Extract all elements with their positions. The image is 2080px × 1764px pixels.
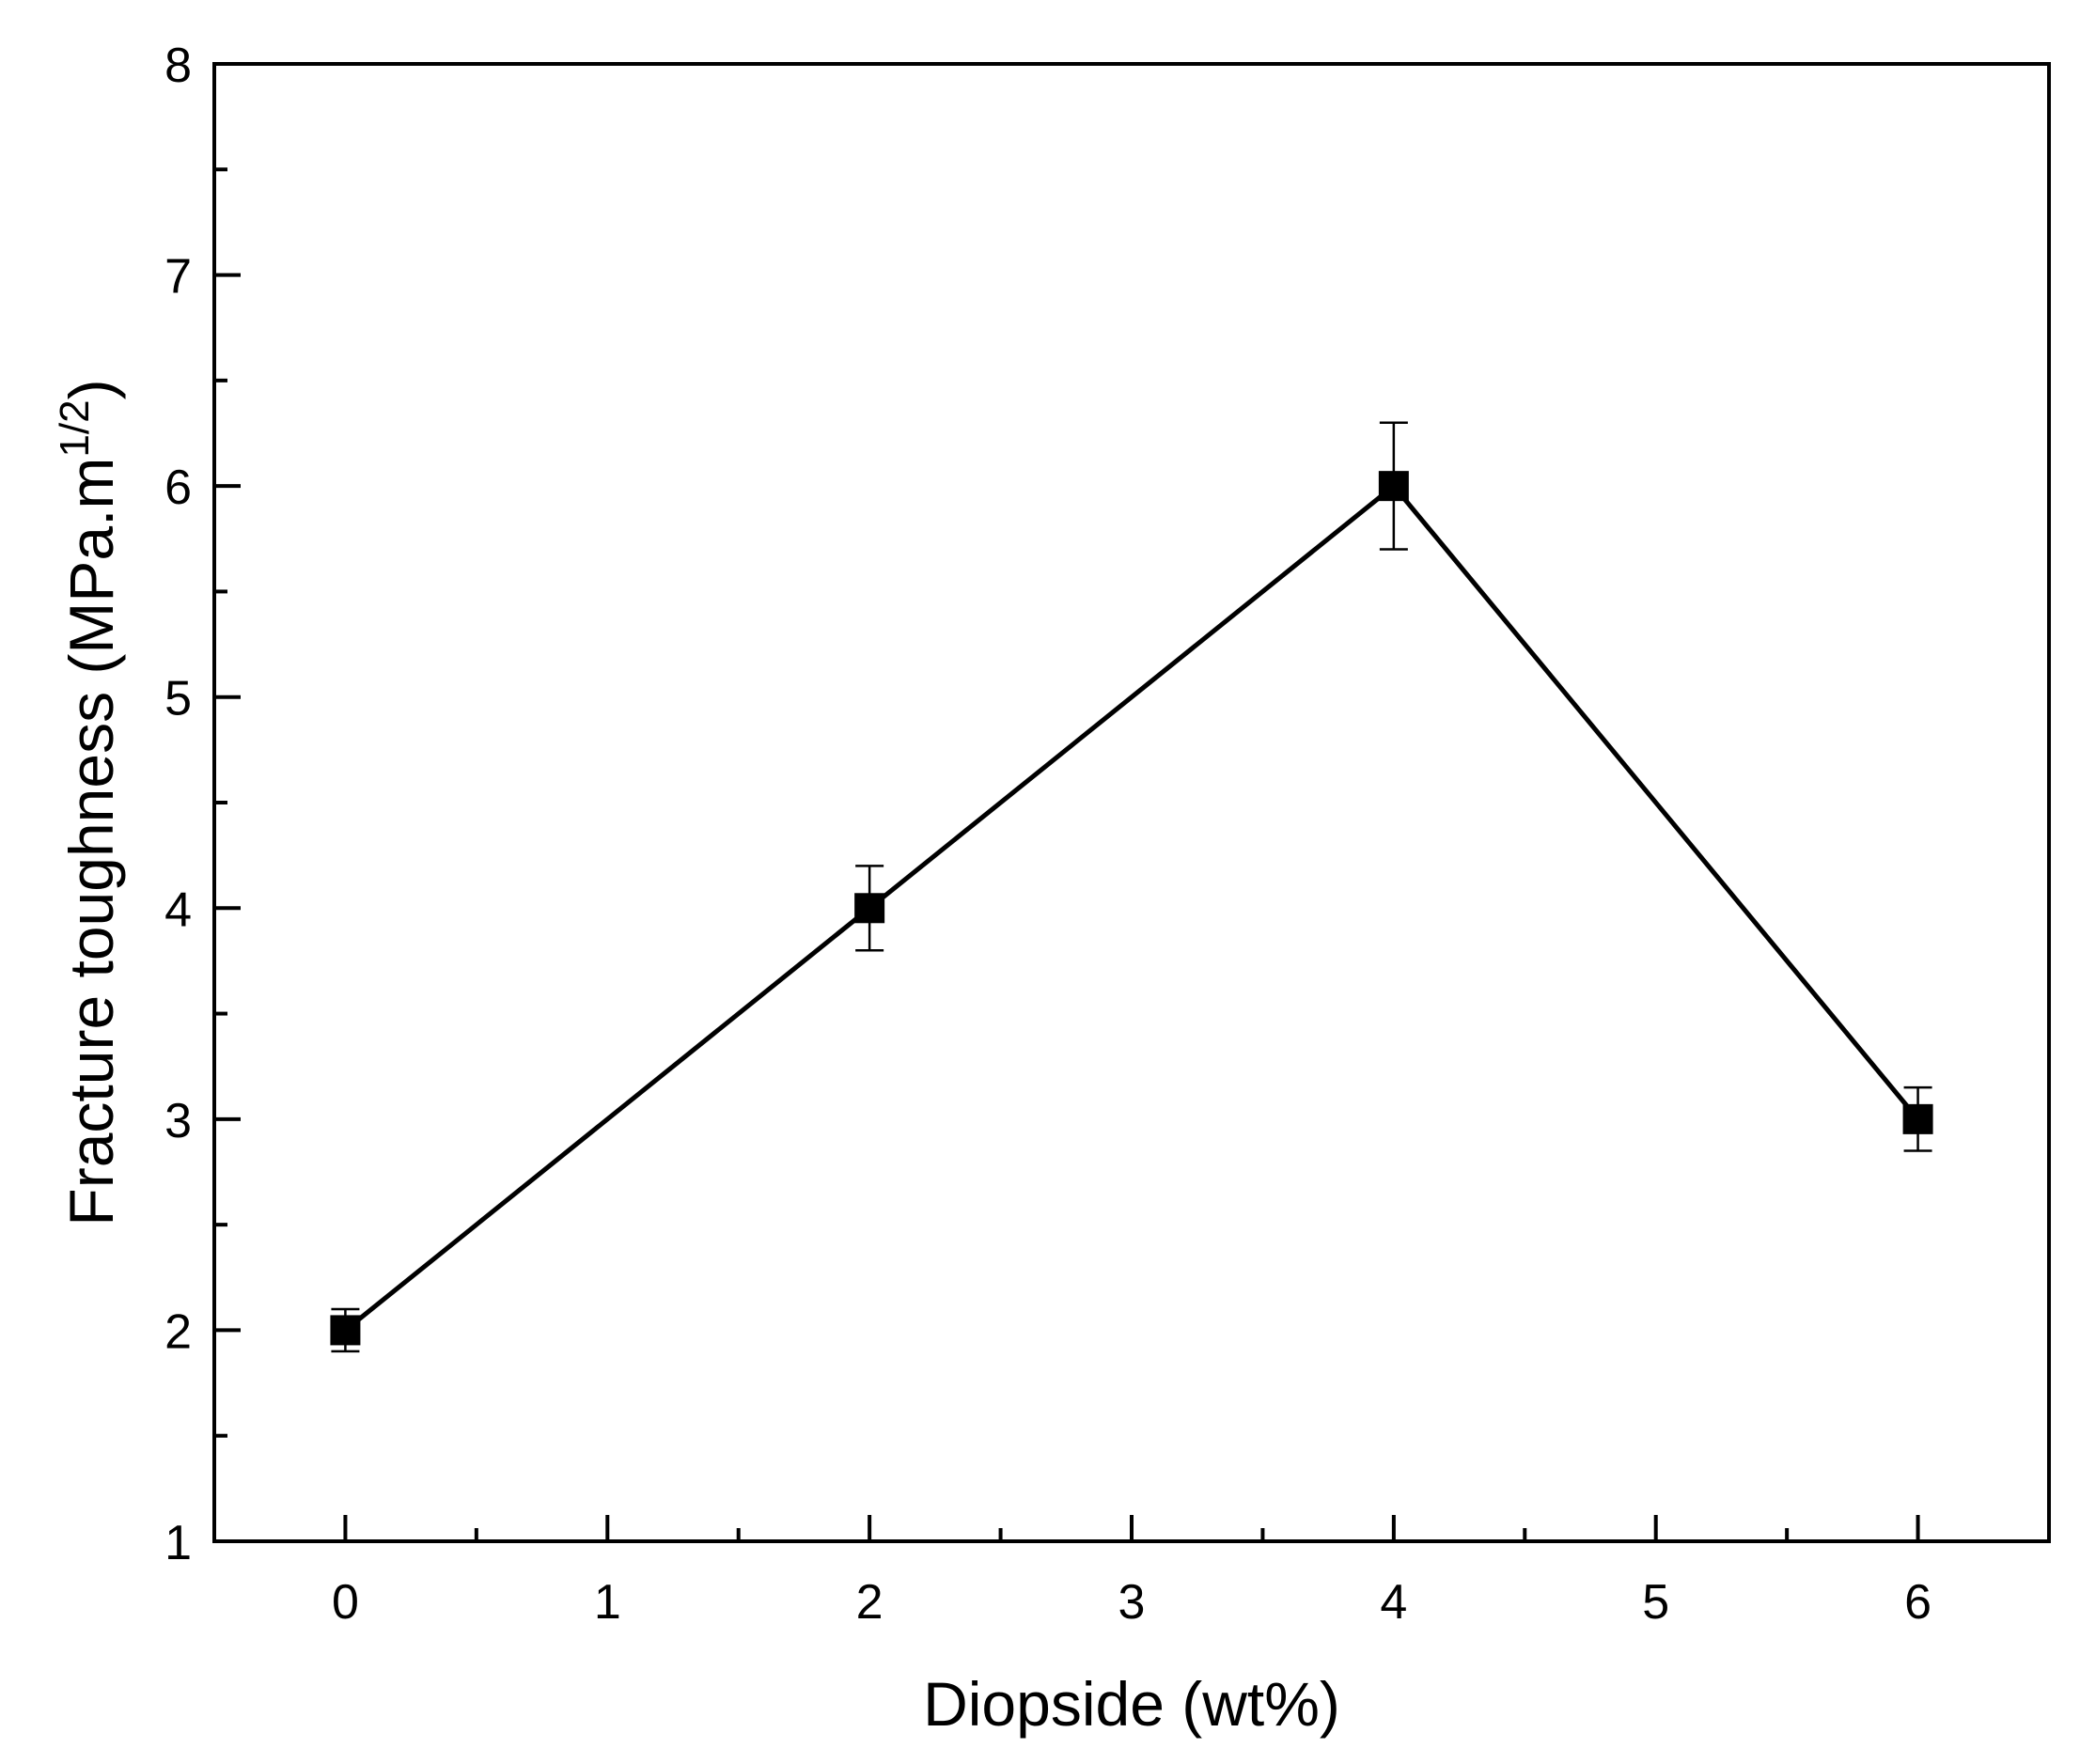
- y-tick-label-1: 2: [164, 1304, 192, 1359]
- y-axis-title-main: Fracture toughness (MPa.m: [56, 458, 126, 1226]
- data-point-0: [330, 1315, 361, 1346]
- axis-ticks: [214, 62, 1920, 1543]
- x-tick-label-6: 6: [1904, 1575, 1931, 1630]
- axis-tick-labels: 0 1 2 3 4 5 6 1 2 3 4 5 6 7 8: [164, 39, 1931, 1630]
- y-tick-label-4: 5: [164, 672, 192, 726]
- plot-frame: [212, 62, 2051, 1543]
- y-tick-label-2: 3: [164, 1094, 192, 1148]
- x-tick-label-5: 5: [1642, 1575, 1669, 1630]
- y-tick-label-3: 4: [164, 882, 192, 937]
- x-tick-label-0: 0: [332, 1575, 359, 1630]
- y-tick-label-5: 6: [164, 461, 192, 515]
- data-point-2: [1378, 471, 1409, 502]
- y-axis-title: Fracture toughness (MPa.m1/2): [52, 379, 126, 1225]
- x-tick-label-4: 4: [1380, 1575, 1407, 1630]
- x-tick-label-3: 3: [1118, 1575, 1146, 1630]
- data-point-1: [854, 893, 885, 924]
- series-line-0: [343, 482, 1920, 1333]
- y-tick-label-0: 1: [164, 1516, 192, 1570]
- y-axis-title-close: ): [56, 379, 126, 399]
- data-series: [330, 421, 1933, 1353]
- y-axis-title-sup: 1/2: [52, 399, 98, 457]
- y-tick-label-6: 7: [164, 250, 192, 304]
- x-axis-title: Diopside (wt%): [923, 1669, 1340, 1739]
- data-point-3: [1902, 1103, 1933, 1134]
- x-tick-label-2: 2: [856, 1575, 884, 1630]
- x-tick-label-1: 1: [594, 1575, 621, 1630]
- y-tick-label-7: 8: [164, 39, 192, 93]
